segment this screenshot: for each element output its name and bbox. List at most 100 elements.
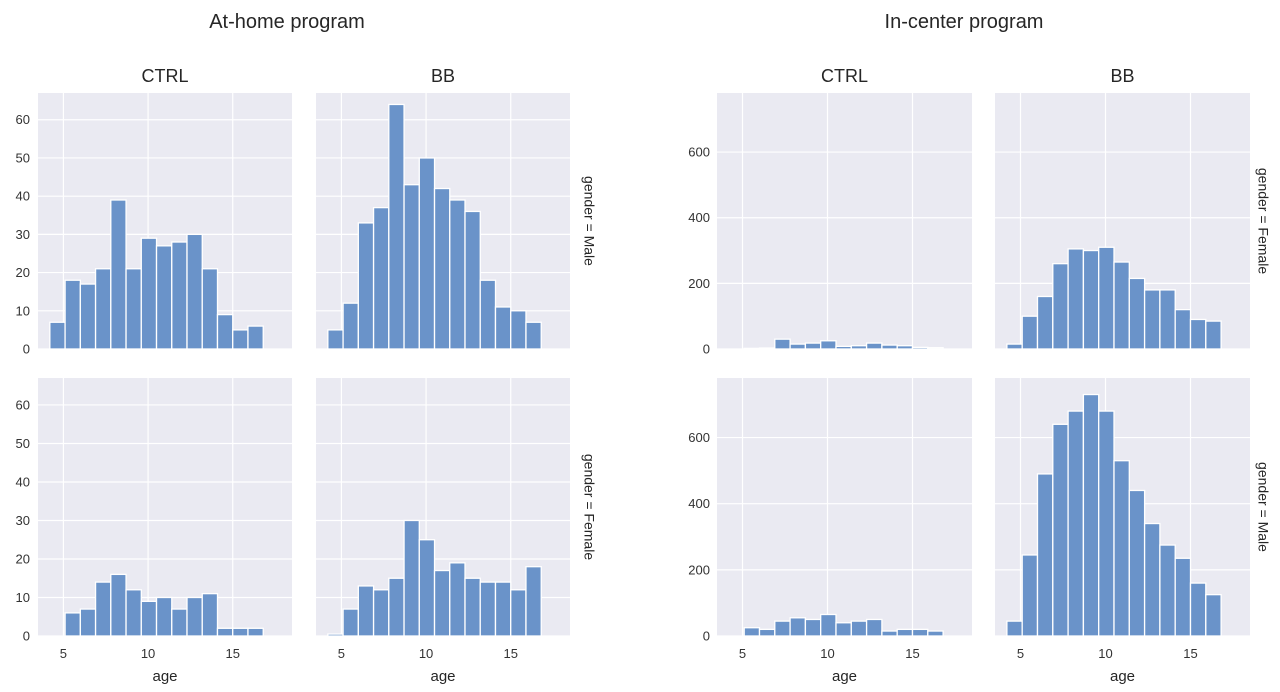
at-home-ctrl-top-bar xyxy=(79,283,97,350)
at-home-ctrl-bottom-xtick-label: 10 xyxy=(141,646,155,661)
at-home-ctrl-bottom-ytick-label: 30 xyxy=(16,513,30,528)
in-center-bb-top-bar xyxy=(1128,277,1146,350)
at-home-bb-bottom-bar xyxy=(464,577,481,637)
in-center-ctrl-top-bar xyxy=(850,345,868,350)
in-center-bb-top-bar xyxy=(1113,261,1130,350)
at-home-bb-top-bar xyxy=(388,103,405,350)
at-home-bb-top-bar xyxy=(494,306,512,350)
at-home-ctrl-bottom-ytick-label: 0 xyxy=(23,629,30,644)
in-center-ctrl-top-bar xyxy=(804,342,822,350)
at-home-ctrl-top-bar xyxy=(186,233,203,350)
in-center-bb-top-bar xyxy=(1159,289,1176,350)
at-home-bb-bottom-bar xyxy=(433,569,451,637)
at-home-ctrl-top-ytick-label: 10 xyxy=(16,303,30,318)
in-center-bb-bottom-bar xyxy=(1036,473,1054,637)
in-center-ctrl-top-ytick-label: 200 xyxy=(688,276,710,291)
in-center-bb-bottom-bar xyxy=(1052,423,1069,637)
at-home-bb-bottom-xtick-label: 10 xyxy=(419,646,433,661)
in-center-bb-top-bar xyxy=(1189,318,1207,350)
at-home-ctrl-top-ytick-label: 40 xyxy=(16,189,30,204)
in-center-ctrl-bottom-bar xyxy=(835,622,852,637)
in-center-col-title-ctrl: CTRL xyxy=(821,66,868,86)
at-home-ctrl-top-bar xyxy=(49,321,66,350)
at-home-ctrl-top-bar xyxy=(232,329,249,350)
in-center-bb-bottom-bar xyxy=(1128,489,1146,637)
in-center-bb-bottom-bar xyxy=(1159,544,1176,637)
at-home-ctrl-bottom-bar xyxy=(110,573,127,637)
in-center-ctrl-bottom-bar xyxy=(820,613,837,637)
at-home-bb-bottom-bar xyxy=(342,608,359,637)
at-home-bb-bottom-bar xyxy=(449,562,466,637)
at-home-ctrl-bottom-panel xyxy=(38,378,292,636)
at-home-ctrl-bottom-bar xyxy=(79,608,97,637)
at-home-ctrl-bottom-ytick-label: 20 xyxy=(16,551,30,566)
in-center-ctrl-bottom-xtick-label: 10 xyxy=(820,646,834,661)
at-home-ctrl-bottom-bar xyxy=(94,581,112,637)
at-home-bb-bottom-bar xyxy=(418,539,436,637)
at-home-bb-top-bar xyxy=(357,222,375,350)
at-home-ctrl-bottom-xlabel: age xyxy=(152,668,177,685)
in-center-bb-top-bar xyxy=(1082,249,1100,350)
at-home-ctrl-bottom-bar xyxy=(186,596,203,637)
in-center-ctrl-bottom-xtick-label: 15 xyxy=(905,646,919,661)
at-home-col-title-bb: BB xyxy=(431,66,455,86)
in-center-bb-bottom-bar xyxy=(1113,460,1130,637)
in-center-ctrl-bottom-bar xyxy=(789,617,807,637)
in-center-ctrl-top-bar xyxy=(896,345,914,350)
in-center-bb-top-bar xyxy=(1143,289,1161,350)
at-home-ctrl-top-ytick-label: 30 xyxy=(16,227,30,242)
at-home-bb-bottom-bar xyxy=(372,589,390,637)
at-home-row-label-0: gender = Male xyxy=(581,176,597,266)
at-home-ctrl-top-bar xyxy=(94,268,112,350)
in-center-group-title: In-center program xyxy=(885,11,1044,33)
in-center-ctrl-bottom-ytick-label: 400 xyxy=(688,496,710,511)
at-home-ctrl-top-bar xyxy=(155,245,173,350)
in-center-bb-top-bar xyxy=(1098,246,1115,350)
at-home-bb-bottom-bar xyxy=(494,581,512,637)
at-home-ctrl-top-bar xyxy=(64,279,81,350)
in-center-ctrl-bottom-xlabel: age xyxy=(832,668,857,685)
at-home-ctrl-bottom-bar xyxy=(64,612,81,637)
at-home-bb-top-bar xyxy=(403,184,420,350)
in-center-bb-top-bar xyxy=(1067,248,1085,350)
at-home-ctrl-bottom-ytick-label: 40 xyxy=(16,474,30,489)
at-home-ctrl-top-bar xyxy=(201,268,219,350)
at-home-bb-bottom-bar xyxy=(525,566,542,637)
at-home-bb-top-bar xyxy=(510,310,527,350)
in-center-bb-top-bar xyxy=(1021,315,1039,350)
at-home-bb-top-bar xyxy=(449,199,466,350)
in-center-col-title-bb: BB xyxy=(1110,66,1134,86)
in-center-ctrl-top-bar xyxy=(927,347,944,350)
at-home-ctrl-top-ytick-label: 60 xyxy=(16,112,30,127)
in-center-ctrl-top-bar xyxy=(911,346,929,350)
in-center-ctrl-bottom-panel xyxy=(717,378,972,636)
in-center-ctrl-bottom-bar xyxy=(850,620,868,637)
at-home-ctrl-top-bar xyxy=(110,199,127,350)
at-home-ctrl-top-ytick-label: 0 xyxy=(23,342,30,357)
at-home-bb-bottom-bar xyxy=(357,585,375,637)
in-center-ctrl-top-bar xyxy=(774,338,791,350)
in-center-row-label-0: gender = Female xyxy=(1255,168,1271,274)
at-home-ctrl-bottom-bar xyxy=(125,589,142,637)
at-home-ctrl-bottom-bar xyxy=(216,627,234,637)
in-center-ctrl-top-ytick-label: 600 xyxy=(688,145,710,160)
at-home-bb-bottom-xlabel: age xyxy=(430,668,455,685)
in-center-ctrl-bottom-xtick-label: 5 xyxy=(739,646,746,661)
at-home-bb-top-bar xyxy=(327,329,344,350)
in-center-ctrl-top-bar xyxy=(881,344,898,350)
in-center-bb-bottom-bar xyxy=(1067,410,1085,637)
at-home-bb-top-bar xyxy=(372,206,390,350)
at-home-bb-bottom-bar xyxy=(510,589,527,637)
at-home-bb-bottom-xtick-label: 5 xyxy=(338,646,345,661)
at-home-bb-top-bar xyxy=(525,321,542,350)
in-center-bb-bottom-bar xyxy=(1098,410,1115,637)
in-center-bb-bottom-bar xyxy=(1082,393,1100,637)
in-center-bb-bottom-xtick-label: 10 xyxy=(1098,646,1112,661)
in-center-ctrl-bottom-bar xyxy=(758,628,776,637)
at-home-ctrl-bottom-bar xyxy=(140,600,158,637)
in-center-ctrl-top-ytick-label: 0 xyxy=(703,342,710,357)
in-center-bb-bottom-bar xyxy=(1205,594,1222,637)
at-home-col-title-ctrl: CTRL xyxy=(141,66,188,86)
